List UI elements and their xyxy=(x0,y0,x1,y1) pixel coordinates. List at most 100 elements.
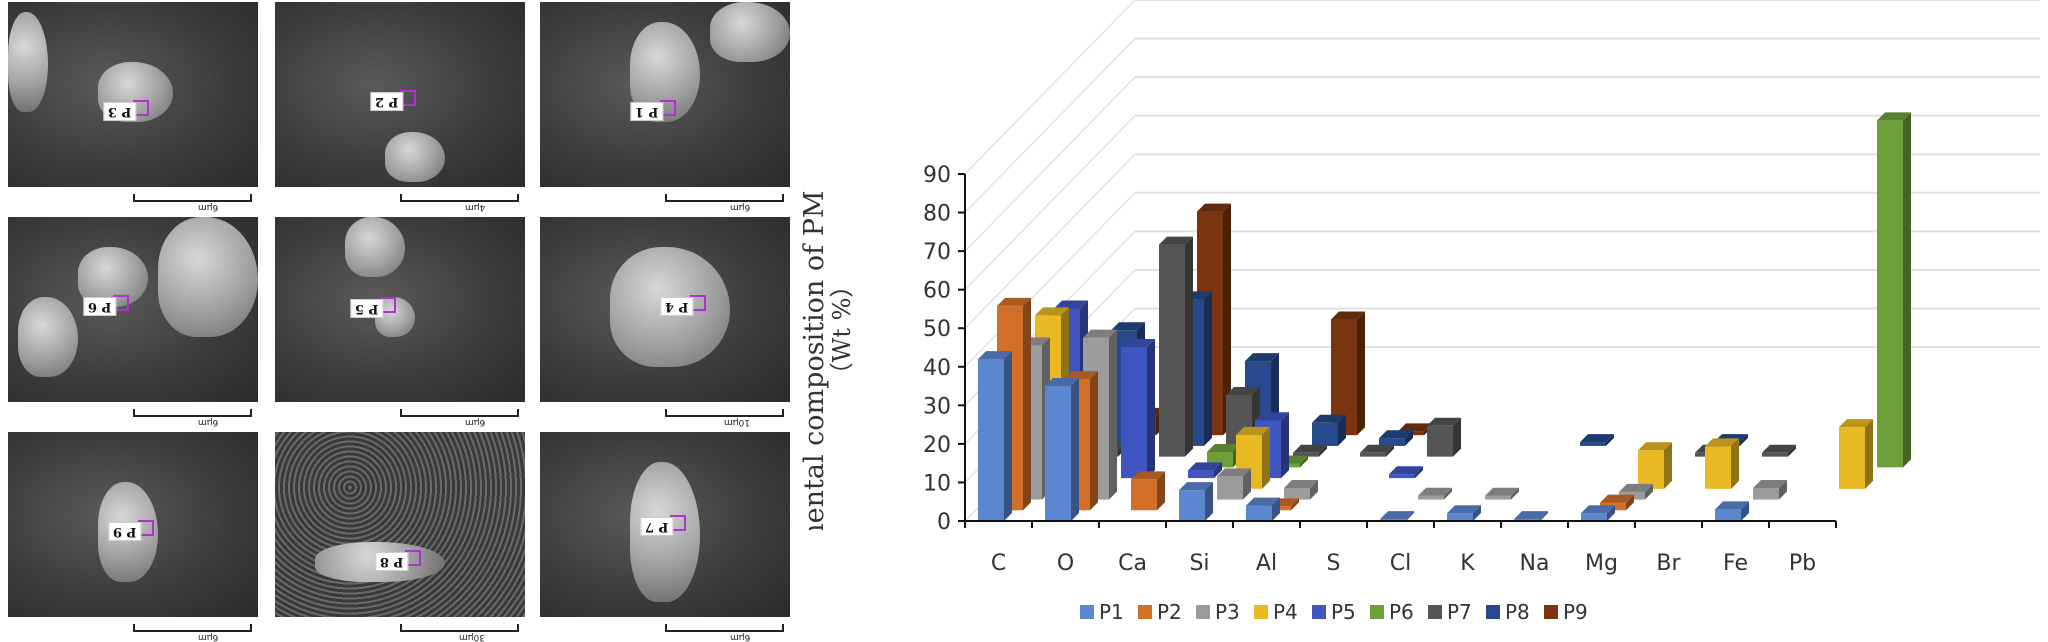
legend-item-P3: P3 xyxy=(1196,600,1240,624)
bar-side xyxy=(1453,417,1461,457)
bar-top xyxy=(1485,487,1519,496)
bar-front xyxy=(1715,509,1741,521)
legend-swatch xyxy=(1370,605,1384,619)
bar-side xyxy=(1357,311,1365,436)
bar-side xyxy=(1406,511,1414,521)
legend-item-P7: P7 xyxy=(1428,600,1472,624)
bar-P7-Br xyxy=(1762,444,1796,457)
bar-top xyxy=(1619,483,1653,492)
bar-P7-O xyxy=(1159,236,1193,457)
legend-label: P6 xyxy=(1389,600,1414,624)
sem-micrograph: P 1 xyxy=(540,2,790,187)
bar-P4-Br xyxy=(1705,438,1739,489)
bar-side xyxy=(1903,112,1911,468)
sem-image-tile: P 1 6μm xyxy=(540,2,790,212)
legend-swatch xyxy=(1254,605,1268,619)
bar-side xyxy=(1606,434,1614,446)
bar-P3-Fe xyxy=(1753,479,1787,500)
bar-top xyxy=(1217,468,1251,477)
bar-P1-Cl xyxy=(1380,511,1414,521)
x-tick-label: Fe xyxy=(1723,551,1748,576)
bar-front xyxy=(1121,347,1147,479)
bar-P4-Pb xyxy=(1839,419,1873,489)
bar-side xyxy=(1004,351,1012,521)
bar-top xyxy=(1427,417,1461,426)
bar-side xyxy=(1291,498,1299,511)
bar-P1-C xyxy=(978,351,1012,521)
bar-P7-Si xyxy=(1293,444,1327,457)
bar-P8-K xyxy=(1580,434,1614,446)
bar-side xyxy=(1444,487,1452,500)
particle xyxy=(8,12,48,112)
scale-bar xyxy=(400,409,519,417)
bar-P8-Al xyxy=(1379,430,1413,446)
scale-bar xyxy=(133,409,252,417)
x-tick-label: Al xyxy=(1256,551,1277,576)
bar-front xyxy=(1427,425,1453,457)
bar-front xyxy=(1360,452,1386,457)
bar-top xyxy=(1159,236,1193,245)
bar-front xyxy=(1839,427,1865,489)
legend-swatch xyxy=(1138,605,1152,619)
bar-P6-Pb xyxy=(1877,112,1911,468)
bar-P3-Al xyxy=(1284,479,1318,500)
bar-top xyxy=(1236,426,1270,435)
bar-front xyxy=(1284,487,1310,500)
bar-top xyxy=(1312,414,1346,423)
bar-P1-O xyxy=(1045,378,1079,521)
bar-front xyxy=(1877,120,1903,468)
x-tick-label: S xyxy=(1327,551,1341,576)
bar-P7-S xyxy=(1427,417,1461,457)
bar-front xyxy=(1179,490,1205,521)
bar-front xyxy=(1131,479,1157,511)
bar-top xyxy=(1839,419,1873,428)
y-tick-label: 60 xyxy=(923,279,951,304)
legend-item-P1: P1 xyxy=(1080,600,1124,624)
bar-side xyxy=(1779,479,1787,500)
particle xyxy=(158,217,258,337)
scale-bar xyxy=(133,624,252,632)
bar-top xyxy=(1580,434,1614,443)
bar-top xyxy=(1131,471,1165,480)
bar-top xyxy=(1121,339,1155,348)
bar-P1-Mg xyxy=(1581,505,1615,521)
bar-side xyxy=(1664,442,1672,489)
bar-top xyxy=(1447,505,1481,514)
bar-front xyxy=(1159,244,1185,457)
scale-bar xyxy=(133,194,252,202)
particle xyxy=(18,297,78,377)
bar-top xyxy=(1179,482,1213,491)
bar-P3-Si xyxy=(1217,468,1251,500)
bar-side xyxy=(1607,505,1615,521)
x-tick-label: Ca xyxy=(1118,551,1147,576)
bar-front xyxy=(1762,452,1788,457)
bar-top xyxy=(1638,442,1672,451)
bar-top xyxy=(1083,329,1117,338)
bar-side xyxy=(1731,438,1739,489)
bar-side xyxy=(1740,434,1748,446)
bar-side xyxy=(1214,462,1222,479)
x-tick-label: Pb xyxy=(1789,551,1816,576)
bar-top xyxy=(1064,371,1098,380)
legend-swatch xyxy=(1196,605,1210,619)
y-tick-label: 10 xyxy=(923,471,951,496)
bar-top xyxy=(1245,353,1279,362)
legend-label: P2 xyxy=(1157,600,1182,624)
bar-front xyxy=(1188,470,1214,479)
bar-front xyxy=(1638,450,1664,489)
y-tick-label: 70 xyxy=(923,240,951,265)
bar-front xyxy=(1418,495,1444,500)
bar-top xyxy=(978,351,1012,360)
sem-micrograph: P 9 xyxy=(8,432,258,617)
bar-P3-K xyxy=(1485,487,1519,500)
gridline-depth xyxy=(964,76,1136,252)
bar-top xyxy=(1331,311,1365,320)
bar-side xyxy=(1071,378,1079,521)
bar-P1-Fe xyxy=(1715,501,1749,521)
bar-P1-Al xyxy=(1246,497,1280,521)
bar-top xyxy=(1753,479,1787,488)
sem-image-grid: P 3 6μm P 2 4μm P 1 6μm P 6 6μm P 5 6μm P 4 10μm P 9… xyxy=(0,0,800,642)
y-tick-label: 90 xyxy=(923,163,951,188)
sem-micrograph: P 2 xyxy=(275,2,525,187)
